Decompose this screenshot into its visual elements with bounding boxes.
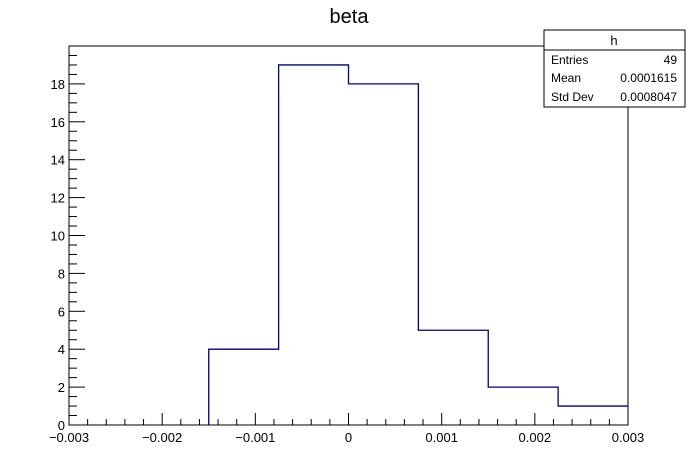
- stats-stddev-value: 0.0008047: [620, 90, 677, 104]
- stats-entries-label: Entries: [551, 53, 588, 67]
- histogram-bin: [209, 349, 279, 425]
- histogram-outline: [208, 64, 628, 425]
- histogram-bin: [558, 406, 628, 425]
- y-tick-label: 12: [51, 191, 65, 206]
- stats-box-frame: [543, 29, 686, 108]
- histogram-bin: [418, 330, 488, 425]
- y-tick-label: 6: [58, 304, 65, 319]
- histogram-bin: [349, 84, 419, 425]
- y-tick-label: 8: [58, 266, 65, 281]
- x-tick-label: −0.002: [142, 430, 182, 445]
- x-tick-label: 0.002: [519, 430, 552, 445]
- x-tick-label: −0.003: [49, 430, 89, 445]
- stats-mean-label: Mean: [551, 71, 581, 85]
- y-tick-label: 18: [51, 77, 65, 92]
- stats-mean-value: 0.0001615: [620, 71, 677, 85]
- y-tick-label: 4: [58, 342, 65, 357]
- stats-stddev-label: Std Dev: [551, 90, 594, 104]
- stats-entries-value: 49: [664, 53, 678, 67]
- stats-histogram-name: h: [610, 33, 617, 48]
- x-tick-label: −0.001: [235, 430, 275, 445]
- histogram-bin: [488, 387, 558, 425]
- stats-box: h Entries 49 Mean 0.0001615 Std Dev 0.00…: [543, 29, 686, 108]
- plot-area: −0.003 −0.002 −0.001 0 0.001 0.002 0.003 0 2 4 6 8 1…: [49, 45, 645, 445]
- y-tick-label: 10: [51, 229, 65, 244]
- x-tick-label: 0: [345, 430, 352, 445]
- y-tick-label: 16: [51, 115, 65, 130]
- y-tick-label: 0: [58, 418, 65, 433]
- y-tick-label: 2: [58, 380, 65, 395]
- histogram-bin: [279, 65, 349, 425]
- chart-title: beta: [330, 6, 370, 28]
- y-tick-label: 14: [51, 153, 65, 168]
- x-tick-label: 0.001: [425, 430, 458, 445]
- x-tick-label: 0.003: [612, 430, 645, 445]
